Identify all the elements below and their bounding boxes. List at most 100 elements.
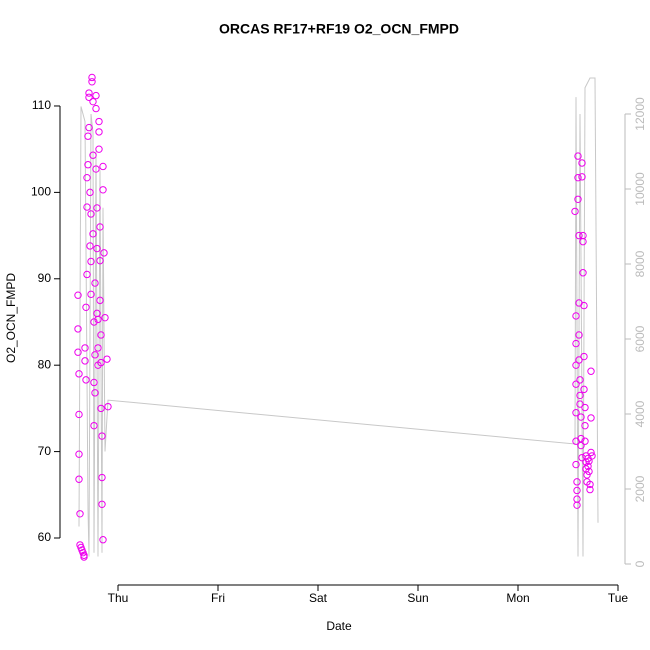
data-point xyxy=(97,331,105,339)
y2-tick-label: 4000 xyxy=(633,400,647,427)
data-point xyxy=(84,161,92,169)
data-point xyxy=(575,356,583,364)
data-point xyxy=(93,204,101,212)
data-point xyxy=(573,501,581,509)
data-point xyxy=(581,403,589,412)
data-point xyxy=(95,145,103,153)
data-point xyxy=(75,450,83,458)
data-point xyxy=(573,486,581,495)
data-point xyxy=(86,242,94,250)
data-point xyxy=(75,475,83,483)
data-point xyxy=(587,367,595,375)
data-point xyxy=(101,313,109,322)
data-point xyxy=(581,437,589,445)
data-point xyxy=(83,173,91,182)
data-point xyxy=(76,510,84,518)
data-point xyxy=(96,223,104,231)
data-point xyxy=(84,132,92,140)
data-point xyxy=(577,441,585,450)
y-tick-label: 110 xyxy=(32,98,51,112)
y2-tick-label: 8000 xyxy=(633,250,647,277)
data-point xyxy=(94,315,102,324)
data-point xyxy=(575,331,583,339)
data-point xyxy=(85,89,93,97)
data-point xyxy=(83,270,91,279)
data-point xyxy=(87,257,95,266)
data-point xyxy=(586,480,594,489)
data-point xyxy=(91,279,99,287)
chart-title: ORCAS RF17+RF19 O2_OCN_FMPD xyxy=(219,21,459,37)
data-point xyxy=(572,409,580,417)
data-point xyxy=(80,553,88,561)
data-point xyxy=(89,97,97,106)
data-point xyxy=(100,249,108,257)
data-point xyxy=(81,357,89,365)
data-point xyxy=(98,432,106,440)
x-tick-label: Sat xyxy=(309,591,328,605)
data-point xyxy=(572,460,580,469)
data-point xyxy=(92,91,100,100)
data-point xyxy=(581,421,589,430)
data-point xyxy=(99,186,107,194)
y2-tick-label: 6000 xyxy=(633,325,647,352)
data-point xyxy=(85,93,93,102)
data-point xyxy=(98,500,106,508)
data-point xyxy=(86,188,94,197)
data-point xyxy=(572,339,580,348)
data-point xyxy=(85,123,93,132)
altitude-line xyxy=(78,77,599,557)
data-point xyxy=(580,352,588,361)
y2-tick-label: 12000 xyxy=(633,97,647,131)
data-point xyxy=(573,478,581,486)
data-point xyxy=(588,452,596,460)
data-point xyxy=(91,351,99,359)
y-tick-label: 80 xyxy=(38,357,52,371)
data-point xyxy=(96,256,104,265)
data-point xyxy=(99,162,107,171)
data-point xyxy=(92,165,100,173)
data-point xyxy=(573,495,581,503)
x-axis-label: Date xyxy=(326,619,352,633)
data-point xyxy=(103,355,111,363)
data-point xyxy=(584,462,592,470)
data-point xyxy=(575,231,583,240)
data-point xyxy=(92,104,100,113)
data-point xyxy=(89,230,97,238)
data-point xyxy=(577,434,585,443)
x-tick-label: Fri xyxy=(211,591,225,605)
data-point xyxy=(580,301,588,310)
data-point xyxy=(99,536,107,544)
data-point xyxy=(90,318,98,326)
data-point xyxy=(89,151,97,159)
data-point xyxy=(90,378,98,387)
data-point xyxy=(572,312,580,320)
data-point xyxy=(579,269,587,277)
y-tick-label: 100 xyxy=(31,185,51,199)
y2-tick-label: 10000 xyxy=(633,172,647,206)
x-tick-label: Tue xyxy=(608,591,629,605)
data-point xyxy=(97,404,105,413)
data-point xyxy=(74,348,82,356)
data-point xyxy=(585,467,593,476)
data-point xyxy=(87,210,95,218)
data-point xyxy=(578,159,586,167)
data-point xyxy=(90,421,98,430)
y-tick-label: 60 xyxy=(38,530,52,544)
data-point xyxy=(574,195,582,203)
data-point xyxy=(576,391,584,400)
data-point xyxy=(91,389,99,397)
data-point xyxy=(579,237,587,246)
data-point xyxy=(578,173,586,181)
data-point xyxy=(82,303,90,311)
data-point xyxy=(576,400,584,408)
data-point xyxy=(74,291,82,299)
data-point xyxy=(587,414,595,422)
data-point xyxy=(81,344,89,352)
data-point xyxy=(574,173,582,182)
data-point xyxy=(83,203,91,211)
data-point xyxy=(95,128,103,136)
y-tick-label: 90 xyxy=(38,271,52,285)
data-point xyxy=(74,325,82,333)
data-point xyxy=(95,117,103,126)
data-point xyxy=(97,358,105,367)
